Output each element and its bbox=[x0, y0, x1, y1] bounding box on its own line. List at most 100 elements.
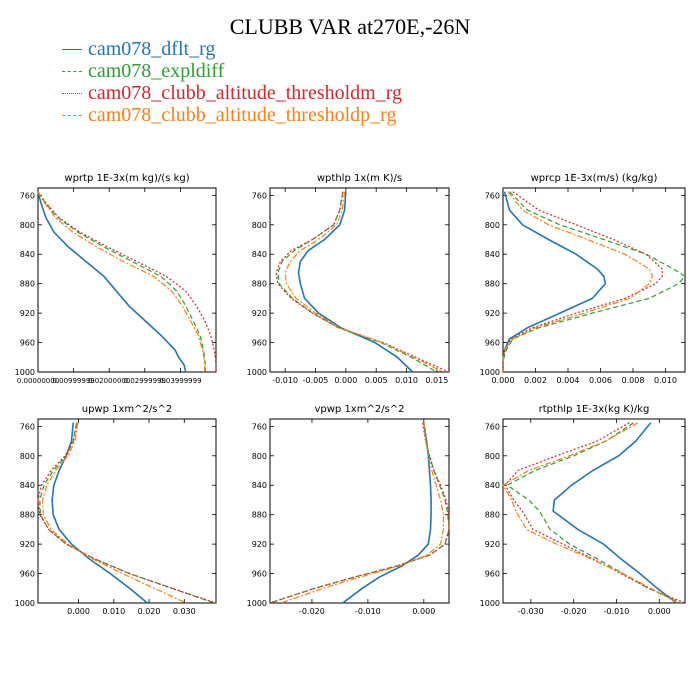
x-tick-label: 0.010 bbox=[395, 376, 418, 385]
series-line-1 bbox=[277, 191, 438, 373]
legend-entry: cam078_clubb_altitude_thresholdp_rg bbox=[62, 104, 402, 126]
y-tick-label: 1000 bbox=[247, 368, 267, 377]
y-tick-label: 840 bbox=[485, 250, 500, 259]
y-tick-label: 840 bbox=[252, 250, 267, 259]
legend-entry: cam078_clubb_altitude_thresholdm_rg bbox=[62, 82, 402, 104]
y-tick-label: 760 bbox=[20, 422, 35, 431]
x-tick-label: 0.030 bbox=[173, 607, 196, 616]
x-tick-label: 0.000 bbox=[492, 376, 515, 385]
x-tick-label: -0.010 bbox=[272, 376, 298, 385]
series-line-0 bbox=[51, 422, 148, 604]
x-tick-label: 0.00999999 bbox=[52, 377, 94, 385]
y-tick-label: 920 bbox=[252, 540, 267, 549]
legend-swatch-2 bbox=[62, 92, 82, 94]
y-tick-label: 920 bbox=[20, 540, 35, 549]
plot-frame bbox=[502, 418, 686, 604]
x-tick-label: 0.015 bbox=[425, 376, 448, 385]
y-tick-label: 960 bbox=[20, 339, 35, 348]
legend-swatch-1 bbox=[62, 70, 82, 72]
legend-label: cam078_expldiff bbox=[88, 60, 225, 82]
y-tick-label: 1000 bbox=[480, 368, 500, 377]
legend-label: cam078_clubb_altitude_thresholdp_rg bbox=[88, 104, 397, 126]
x-tick-label: 0.006 bbox=[589, 376, 612, 385]
series-line-2 bbox=[502, 191, 663, 372]
y-tick-label: 1000 bbox=[15, 599, 35, 608]
x-tick-label: 0.010 bbox=[102, 607, 125, 616]
series-line-3 bbox=[284, 191, 444, 373]
y-tick-label: 880 bbox=[20, 280, 35, 289]
x-tick-label: 0.002 bbox=[524, 376, 547, 385]
series-line-3 bbox=[502, 191, 654, 372]
series-line-0 bbox=[37, 191, 187, 373]
x-tick-label: 0.010 bbox=[654, 376, 677, 385]
series-line-1 bbox=[502, 191, 686, 372]
series-line-2 bbox=[504, 422, 686, 604]
x-tick-label: -0.020 bbox=[299, 607, 325, 616]
legend: cam078_dflt_rg cam078_expldiff cam078_cl… bbox=[62, 38, 402, 126]
x-tick-label: 0.000 bbox=[412, 607, 435, 616]
y-tick-label: 920 bbox=[252, 309, 267, 318]
x-tick-label: 0.000 bbox=[334, 376, 357, 385]
x-tick-label: 0.000 bbox=[648, 607, 671, 616]
legend-swatch-0 bbox=[62, 48, 82, 50]
x-tick-label: 0.020 bbox=[138, 607, 161, 616]
series-line-1 bbox=[37, 191, 206, 372]
legend-entry: cam078_dflt_rg bbox=[62, 38, 402, 60]
legend-entry: cam078_expldiff bbox=[62, 60, 402, 82]
legend-swatch-3 bbox=[62, 114, 82, 116]
y-tick-label: 840 bbox=[20, 481, 35, 490]
series-line-3 bbox=[37, 191, 206, 372]
y-tick-label: 760 bbox=[485, 191, 500, 200]
y-tick-label: 800 bbox=[20, 452, 35, 461]
series-line-0 bbox=[552, 422, 677, 604]
panel-title: wprcp 1E-3x(m/s) (kg/kg) bbox=[531, 173, 658, 184]
y-tick-label: 960 bbox=[252, 570, 267, 579]
y-tick-label: 1000 bbox=[480, 599, 500, 608]
panel-2: wprcp 1E-3x(m/s) (kg/kg) 760 800 840 880 920 9… bbox=[480, 173, 686, 385]
y-tick-label: 880 bbox=[252, 511, 267, 520]
x-tick-label: 0.00000000 bbox=[17, 377, 59, 385]
panel-4: vpwp 1xm^2/s^2 760 800 840 880 920 960 1000 -0.0… bbox=[247, 404, 450, 616]
panel-3: upwp 1xm^2/s^2 760 800 840 880 920 960 1000 0.00… bbox=[15, 404, 217, 616]
figure-title: CLUBB VAR at270E,-26N bbox=[229, 14, 471, 39]
y-tick-label: 880 bbox=[20, 511, 35, 520]
plot-frame bbox=[37, 418, 217, 604]
y-tick-label: 1000 bbox=[247, 599, 267, 608]
plot-frame bbox=[502, 187, 686, 373]
y-tick-label: 880 bbox=[485, 280, 500, 289]
panel-0: wprtp 1E-3x(m kg)/(s kg) 760 800 840 880 920 9… bbox=[15, 173, 217, 385]
series-line-2 bbox=[37, 191, 217, 372]
x-tick-label: 0.008 bbox=[622, 376, 645, 385]
y-tick-label: 920 bbox=[20, 309, 35, 318]
plot-frame bbox=[37, 187, 217, 373]
x-tick-label: 0.004 bbox=[557, 376, 580, 385]
panel-title: rtpthlp 1E-3x(kg K)/kg bbox=[539, 404, 650, 415]
panel-title: wpthlp 1x(m K)/s bbox=[317, 173, 402, 184]
x-tick-label: -0.010 bbox=[604, 607, 630, 616]
series-line-3 bbox=[281, 422, 444, 604]
series-line-1 bbox=[269, 422, 450, 604]
y-tick-label: 760 bbox=[252, 191, 267, 200]
series-line-0 bbox=[297, 191, 414, 373]
y-tick-label: 920 bbox=[485, 540, 500, 549]
y-tick-label: 960 bbox=[485, 570, 500, 579]
x-tick-label: -0.020 bbox=[561, 607, 587, 616]
y-tick-label: 800 bbox=[20, 221, 35, 230]
y-tick-label: 760 bbox=[485, 422, 500, 431]
series-line-3 bbox=[502, 422, 679, 604]
y-tick-label: 840 bbox=[485, 481, 500, 490]
x-tick-label: -0.030 bbox=[518, 607, 544, 616]
series-line-2 bbox=[37, 422, 217, 604]
y-tick-label: 840 bbox=[252, 481, 267, 490]
y-tick-label: 840 bbox=[20, 250, 35, 259]
plot-frame bbox=[269, 418, 450, 604]
x-tick-label: 0.02000000 bbox=[88, 377, 130, 385]
y-tick-label: 920 bbox=[485, 309, 500, 318]
x-tick-label: 0.03999999 bbox=[159, 377, 201, 385]
panel-title: vpwp 1xm^2/s^2 bbox=[314, 404, 404, 415]
y-tick-label: 880 bbox=[252, 280, 267, 289]
y-tick-label: 760 bbox=[252, 422, 267, 431]
y-tick-label: 760 bbox=[20, 191, 35, 200]
series-line-2 bbox=[269, 422, 450, 604]
